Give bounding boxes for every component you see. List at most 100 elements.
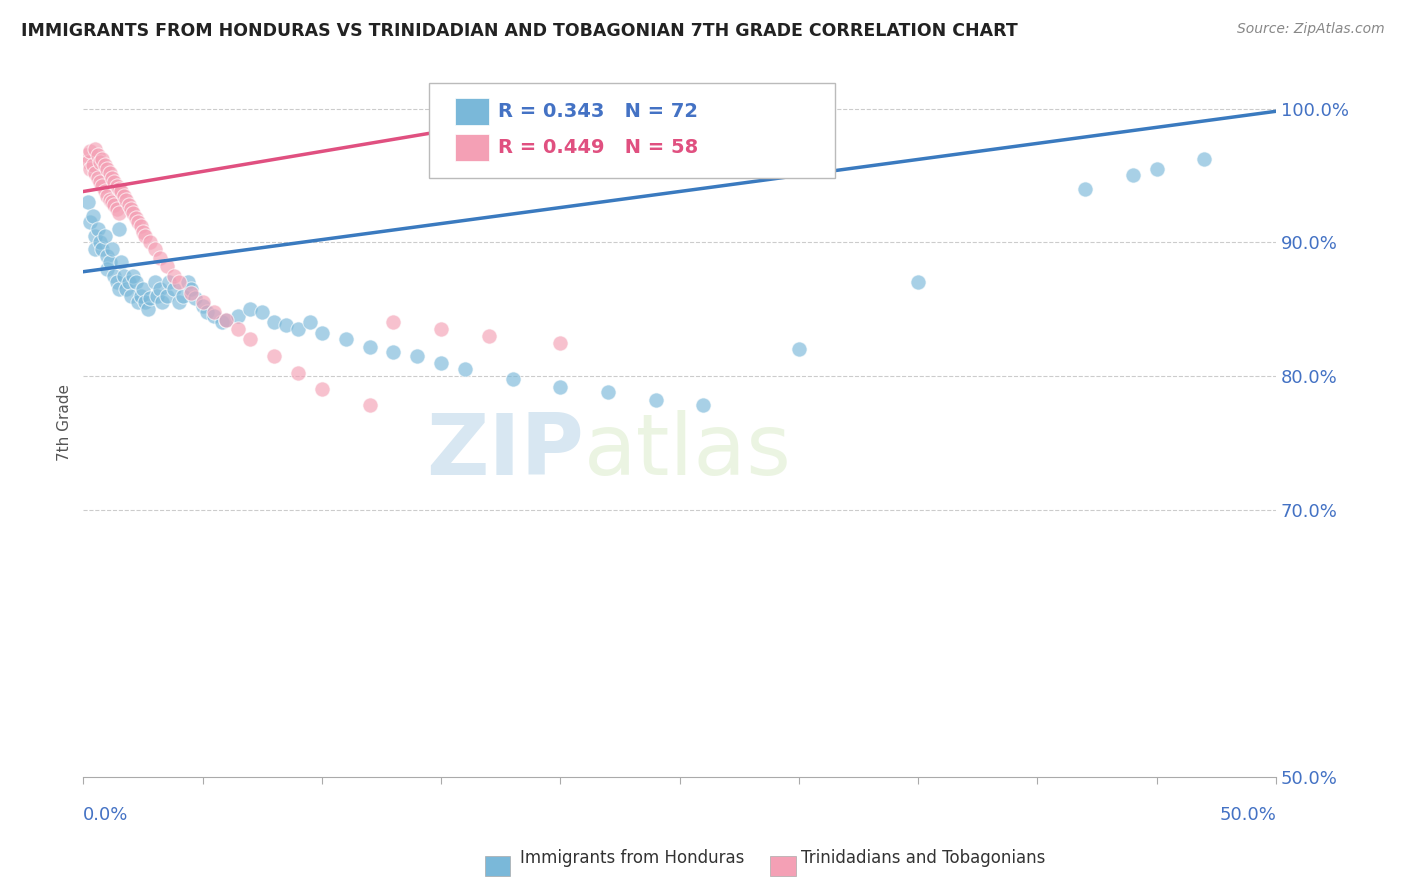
Point [177,276,200,290]
Point [167,295,190,310]
Point [382,316,405,330]
Point [86,148,108,162]
Point [91,242,114,256]
Point [108,182,131,196]
Point [787,343,810,357]
Point [1146,161,1168,176]
Point [86,171,108,186]
Point [84,228,107,243]
Point [120,202,142,216]
Point [204,309,226,323]
Point [108,206,131,220]
Point [143,276,166,290]
Point [129,289,152,303]
Point [239,302,262,317]
Point [79,215,101,229]
Point [180,286,202,301]
Point [150,295,173,310]
Point [82,209,104,223]
FancyBboxPatch shape [429,83,835,178]
Point [108,222,131,236]
Point [359,398,381,412]
Point [550,379,572,393]
Point [84,142,107,156]
Point [191,295,214,310]
Text: ZIP: ZIP [426,409,585,492]
Point [117,276,139,290]
Point [94,158,117,172]
Point [101,242,124,256]
Point [96,188,118,202]
Point [163,268,186,283]
Text: R = 0.449   N = 58: R = 0.449 N = 58 [498,137,699,157]
Point [250,305,273,319]
Point [211,316,233,330]
Point [298,316,321,330]
Point [79,161,101,176]
Point [96,262,118,277]
Point [91,179,114,194]
Point [502,371,524,385]
Point [406,349,429,363]
Point [91,153,114,167]
Text: atlas: atlas [585,409,792,492]
Point [77,155,100,169]
Point [215,313,238,327]
Point [907,276,929,290]
Point [149,282,172,296]
Point [167,276,190,290]
Point [112,188,135,202]
Point [180,282,202,296]
Point [120,289,142,303]
Point [139,235,162,250]
Bar [456,98,489,125]
Point [82,158,104,172]
Point [98,166,121,180]
Point [692,398,714,412]
Point [263,316,285,330]
Point [478,329,501,343]
Point [228,322,250,336]
Point [139,292,162,306]
Point [127,215,149,229]
Point [84,166,107,180]
Point [132,282,155,296]
Point [125,211,148,226]
Text: 0.0%: 0.0% [83,806,129,824]
Point [1074,182,1097,196]
Point [86,222,108,236]
Point [146,289,169,303]
Point [103,198,125,212]
Point [184,292,207,306]
Point [215,313,238,327]
Point [156,260,179,274]
Point [274,318,297,333]
Point [103,268,125,283]
Point [89,175,111,189]
Point [596,384,619,399]
Point [75,148,97,162]
Point [110,185,132,199]
Point [172,289,194,303]
Bar [456,134,489,161]
Point [125,276,148,290]
Point [311,382,333,396]
Point [149,252,172,266]
Point [311,326,333,341]
Point [96,249,118,263]
Point [77,195,100,210]
Point [287,322,309,336]
Point [136,302,159,317]
Point [157,276,180,290]
Point [132,225,155,239]
Point [122,268,145,283]
Point [143,242,166,256]
Text: 50.0%: 50.0% [1219,806,1277,824]
Point [430,355,453,369]
Point [1194,153,1216,167]
Point [134,228,156,243]
Point [96,161,118,176]
Point [1122,169,1144,183]
Point [204,305,226,319]
Point [382,345,405,359]
